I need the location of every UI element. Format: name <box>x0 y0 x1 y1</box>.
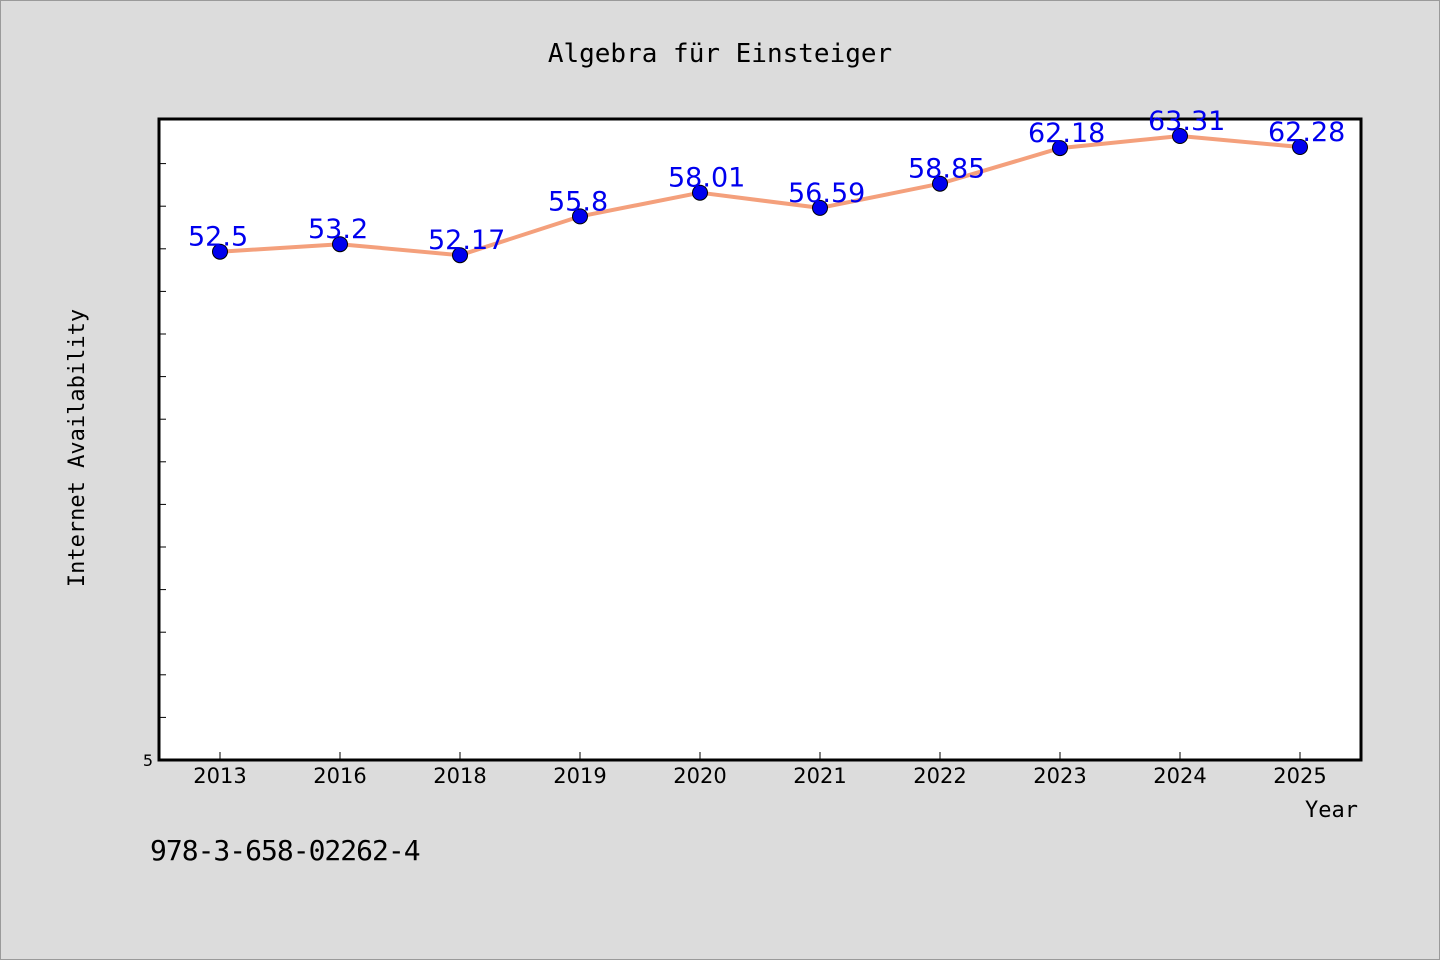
data-point <box>932 175 948 192</box>
data-point <box>572 208 588 225</box>
x-tick-label: 2022 <box>913 764 966 788</box>
plot-area <box>157 117 1363 762</box>
y-axis-tick-labels: 5 <box>143 751 153 770</box>
data-label: 58.01 <box>668 163 745 194</box>
data-label: 53.2 <box>308 214 368 245</box>
x-axis-ticks <box>219 752 1301 760</box>
series-line <box>219 134 1301 258</box>
x-tick-label: 2025 <box>1273 764 1326 788</box>
x-axis-label: Year <box>1305 798 1358 823</box>
x-tick-label: 2021 <box>793 764 846 788</box>
x-tick-label: 2018 <box>433 764 486 788</box>
data-point <box>1052 140 1068 157</box>
chart-title: Algebra für Einsteiger <box>548 39 892 69</box>
x-tick-label: 2019 <box>553 764 606 788</box>
y-axis-ticks <box>159 163 166 718</box>
data-label: 52.5 <box>188 222 248 253</box>
isbn-text: 978-3-658-02262-4 <box>150 834 421 867</box>
x-tick-label: 2024 <box>1153 764 1206 788</box>
x-tick-label: 2020 <box>673 764 726 788</box>
y-tick-label: 5 <box>143 751 153 770</box>
data-point <box>452 247 468 264</box>
data-label: 58.85 <box>908 154 985 185</box>
data-label: 62.18 <box>1028 118 1105 149</box>
data-point <box>1172 128 1188 144</box>
series-line-group <box>219 134 1301 258</box>
x-axis-tick-labels: 2013 2016 2018 2019 2020 2021 2022 2023 2024 2025 <box>193 764 1326 788</box>
x-tick-label: 2016 <box>313 764 366 788</box>
data-labels-group: 52.5 53.2 52.17 55.8 58.01 56.59 58.85 62.18 63.… <box>188 106 1345 256</box>
data-point <box>812 199 828 216</box>
data-label: 62.28 <box>1268 117 1345 148</box>
data-point <box>1292 139 1308 155</box>
y-axis-label: Internet Availability <box>65 309 90 587</box>
data-point <box>212 243 228 260</box>
x-tick-label: 2023 <box>1033 764 1086 788</box>
data-point <box>692 184 708 201</box>
x-tick-label: 2013 <box>193 764 246 788</box>
data-label: 52.17 <box>428 225 505 256</box>
data-point <box>332 236 348 253</box>
data-label: 55.8 <box>548 186 608 217</box>
data-label: 56.59 <box>788 178 865 209</box>
data-label: 63.31 <box>1148 106 1225 137</box>
data-points-group <box>212 128 1308 264</box>
